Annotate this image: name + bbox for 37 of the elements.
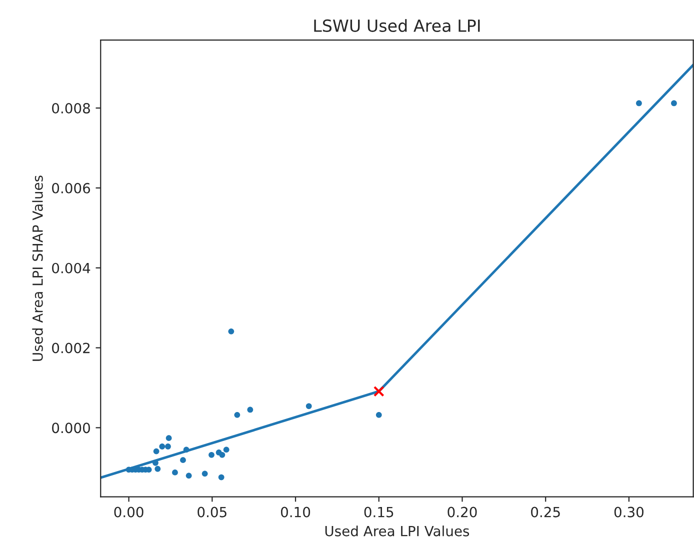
point xyxy=(166,435,172,442)
y-tick-label: 0.002 xyxy=(52,342,90,354)
x-tick-label: 0.25 xyxy=(531,506,560,518)
x-tick-label: 0.00 xyxy=(114,506,144,518)
point xyxy=(202,470,208,477)
x-tick-label: 0.05 xyxy=(198,506,226,518)
y-axis-title: Used Area LPI SHAP Values xyxy=(32,176,43,361)
point xyxy=(219,452,226,458)
y-tick-label: 0.006 xyxy=(52,182,90,194)
x-tick-label: 0.30 xyxy=(614,506,644,518)
y-tick-label: 0.004 xyxy=(52,262,90,274)
point xyxy=(218,474,224,480)
point xyxy=(223,446,230,453)
point xyxy=(165,444,171,450)
point xyxy=(153,448,160,454)
point xyxy=(159,444,166,450)
chart-title: LSWU Used Area LPI xyxy=(314,19,480,32)
point xyxy=(154,466,161,472)
point xyxy=(671,100,677,106)
point xyxy=(247,406,254,413)
x-tick-label: 0.15 xyxy=(364,506,394,518)
x-tick-label: 0.20 xyxy=(448,506,477,518)
point xyxy=(306,403,312,410)
point xyxy=(234,412,240,418)
point xyxy=(183,446,190,453)
point xyxy=(228,328,234,334)
x-axis-title: Used Area LPI Values xyxy=(325,526,470,536)
point xyxy=(636,100,642,106)
point xyxy=(172,470,178,476)
point xyxy=(208,452,214,458)
point xyxy=(186,472,192,479)
point xyxy=(376,412,382,418)
x-tick-label: 0.10 xyxy=(280,506,310,518)
y-tick-label: 0.008 xyxy=(52,103,90,114)
point xyxy=(180,457,186,464)
point xyxy=(373,386,384,397)
y-tick-label: 0.000 xyxy=(52,422,90,434)
